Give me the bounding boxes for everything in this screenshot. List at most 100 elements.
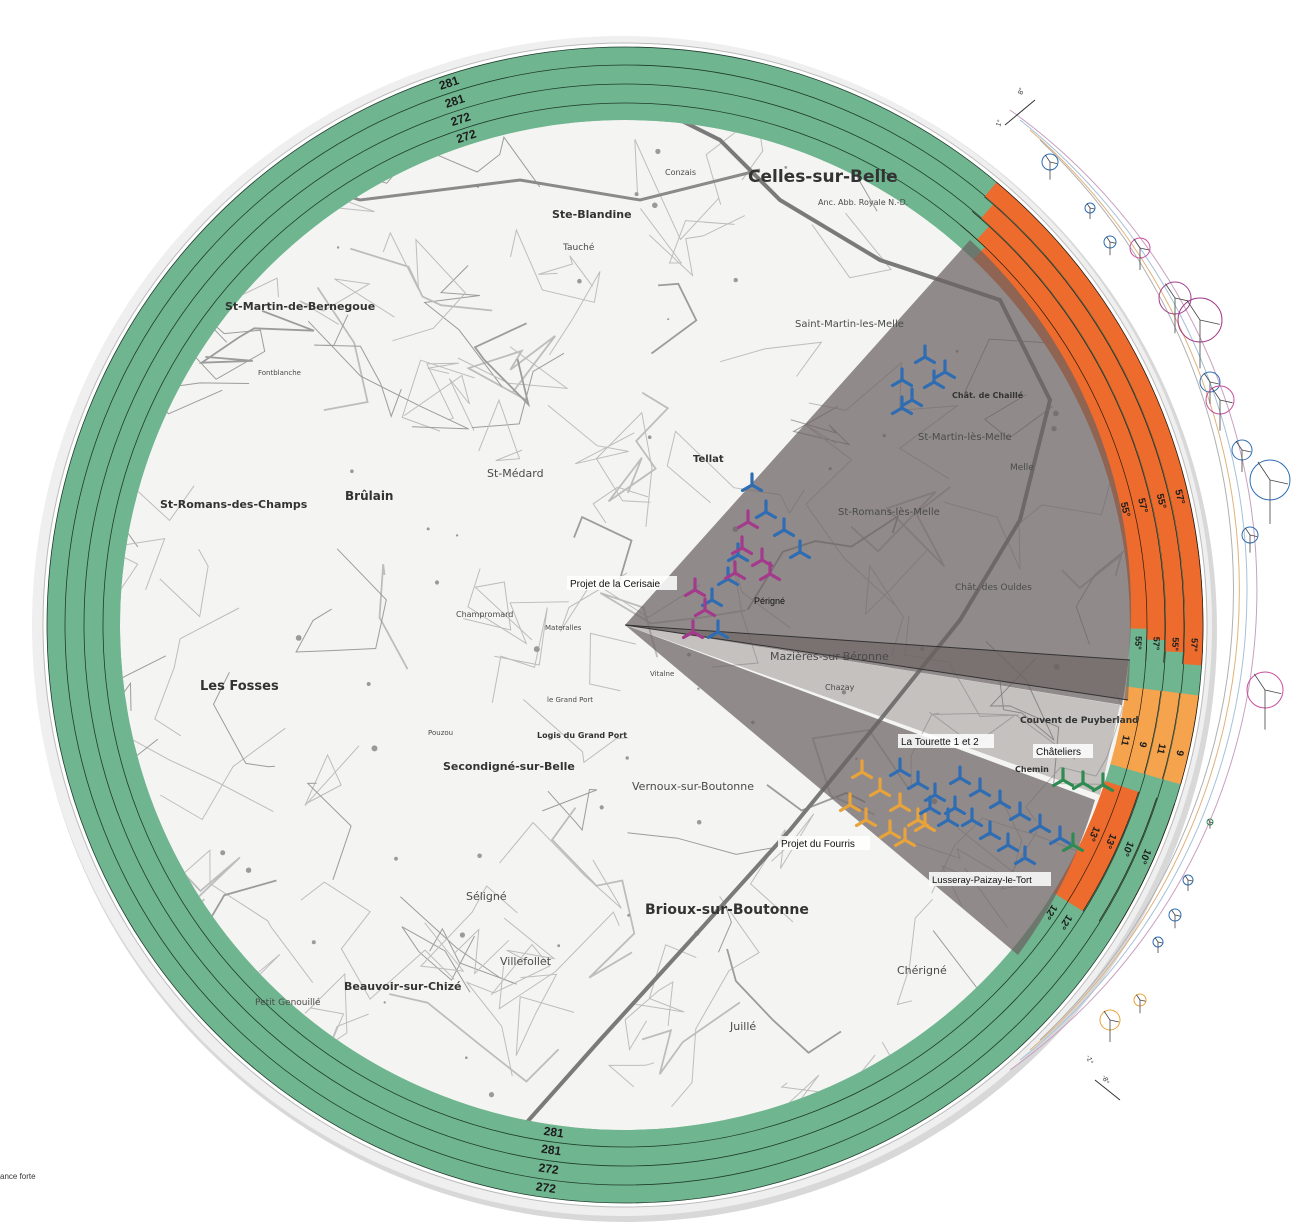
town-label: Anc. Abb. Royale N.-D. bbox=[818, 198, 908, 207]
map-road bbox=[463, 581, 533, 641]
profile-turbine-blade bbox=[1133, 238, 1141, 249]
callout-chateliers: Châteliers bbox=[1036, 747, 1081, 758]
sector-edge bbox=[624, 624, 1131, 661]
tick-lower-1: -1° bbox=[1084, 1054, 1095, 1065]
town-label: Secondigné-sur-Belle bbox=[443, 760, 575, 773]
map-road bbox=[467, 568, 569, 645]
map-road bbox=[595, 411, 653, 527]
town-label: Chérigné bbox=[897, 964, 947, 977]
arc-divider bbox=[984, 196, 1185, 665]
map-road bbox=[300, 881, 455, 1000]
map-road bbox=[498, 911, 620, 1010]
town-label: Villefollet bbox=[500, 955, 552, 968]
project-callouts: Projet de la Cerisaie Périgné La Tourett… bbox=[567, 576, 1093, 886]
map-settlement-dot bbox=[599, 805, 604, 810]
map-road bbox=[573, 515, 633, 589]
map-settlement-dot bbox=[311, 940, 316, 945]
profile-turbine-blade bbox=[1139, 247, 1150, 251]
profile-turbine-blade bbox=[1184, 875, 1189, 881]
town-label: Tellat bbox=[693, 454, 724, 465]
profile-turbine-blade bbox=[1103, 1010, 1111, 1021]
map-road bbox=[120, 479, 195, 522]
map-road bbox=[473, 322, 531, 408]
map-road bbox=[1024, 1099, 1070, 1130]
profile-turbine-blade bbox=[1257, 461, 1271, 481]
town-label: Couvent de Puyberland bbox=[1020, 716, 1139, 726]
map-settlement-dot bbox=[488, 1092, 495, 1098]
town-label: St-Martin-de-Bernegoue bbox=[225, 300, 375, 313]
map-road bbox=[705, 120, 764, 205]
map-road bbox=[306, 782, 352, 880]
map-road bbox=[503, 917, 556, 961]
map-road bbox=[198, 310, 315, 364]
map-road bbox=[299, 278, 395, 325]
ring-value-label: 57° bbox=[1135, 497, 1149, 514]
map-settlement-dot bbox=[625, 756, 629, 760]
map-road bbox=[635, 944, 697, 1013]
ring-value-label: 281 bbox=[443, 91, 467, 111]
angle-arc-segment bbox=[1163, 693, 1199, 785]
profile-turbine-blade bbox=[1207, 819, 1211, 823]
callout-tourette: La Tourette 1 et 2 bbox=[901, 737, 979, 748]
profile-turbine-blade bbox=[1269, 479, 1289, 485]
profile-turbine-blade bbox=[1244, 527, 1251, 536]
map-settlement-dot bbox=[243, 1108, 249, 1114]
profile-turbine-blade bbox=[1089, 207, 1095, 210]
map-settlement-dot bbox=[696, 820, 702, 825]
profile-turbine-blade bbox=[1174, 914, 1181, 917]
map-road bbox=[419, 885, 518, 972]
ring-value-label: 272 bbox=[455, 126, 479, 146]
sector-north-east bbox=[625, 240, 1132, 705]
map-road bbox=[510, 228, 601, 356]
map-settlement-dot bbox=[697, 687, 700, 690]
callout-cerisaie: Projet de la Cerisaie bbox=[570, 579, 660, 590]
map-road bbox=[120, 681, 132, 737]
map-road bbox=[400, 896, 517, 985]
town-label: Chemin bbox=[1015, 765, 1049, 774]
map-road bbox=[811, 212, 892, 279]
profile-turbine-blade bbox=[1241, 449, 1252, 453]
profile-turbine-blade bbox=[1139, 999, 1146, 1002]
map-road bbox=[457, 346, 569, 390]
map-settlement-dot bbox=[655, 148, 661, 154]
town-label: Beauvoir-sur-Chizé bbox=[344, 980, 462, 993]
profile-turbine-blade bbox=[1209, 381, 1220, 385]
map-road bbox=[726, 948, 842, 1054]
ring-value-label: 55° bbox=[1170, 637, 1180, 651]
town-label: Materalles bbox=[545, 624, 582, 632]
map-settlement-dot bbox=[434, 580, 440, 585]
map-settlement-dot bbox=[1100, 179, 1107, 186]
map-road bbox=[523, 699, 629, 764]
map-settlement-dot bbox=[577, 278, 582, 284]
town-label: Logis du Grand Port bbox=[537, 731, 627, 740]
legend-fragment: ance forte bbox=[0, 1172, 36, 1181]
arc-divider bbox=[1067, 786, 1122, 902]
map-road bbox=[634, 138, 720, 241]
profile-turbine-blade bbox=[1049, 161, 1058, 164]
map-road bbox=[1105, 984, 1130, 1017]
profile-turbine-blade bbox=[1209, 821, 1213, 823]
town-label: Saint-Martin-les-Melle bbox=[795, 319, 904, 330]
town-label: Brioux-sur-Boutonne bbox=[645, 902, 809, 918]
ring-value-label: 281 bbox=[540, 1142, 562, 1159]
map-road bbox=[589, 632, 637, 692]
map-road bbox=[403, 374, 475, 432]
ring-value-label: 55° bbox=[1133, 636, 1143, 650]
arc-divider bbox=[1098, 797, 1157, 922]
map-road bbox=[720, 341, 823, 377]
map-road bbox=[212, 671, 275, 768]
map-settlement-dot bbox=[459, 932, 465, 938]
profile-turbine-blade bbox=[1109, 241, 1116, 244]
map-road bbox=[154, 607, 240, 737]
map-settlement-dot bbox=[667, 318, 670, 321]
map-road bbox=[120, 738, 159, 845]
map-road bbox=[378, 564, 409, 670]
town-label: Fontblanche bbox=[258, 369, 301, 377]
town-label: Juillé bbox=[729, 1020, 756, 1033]
map-road bbox=[418, 136, 541, 188]
map-road bbox=[401, 926, 475, 993]
sector-east-lower bbox=[625, 625, 1120, 795]
town-label: Champromard bbox=[456, 610, 513, 619]
map-road bbox=[295, 548, 387, 653]
